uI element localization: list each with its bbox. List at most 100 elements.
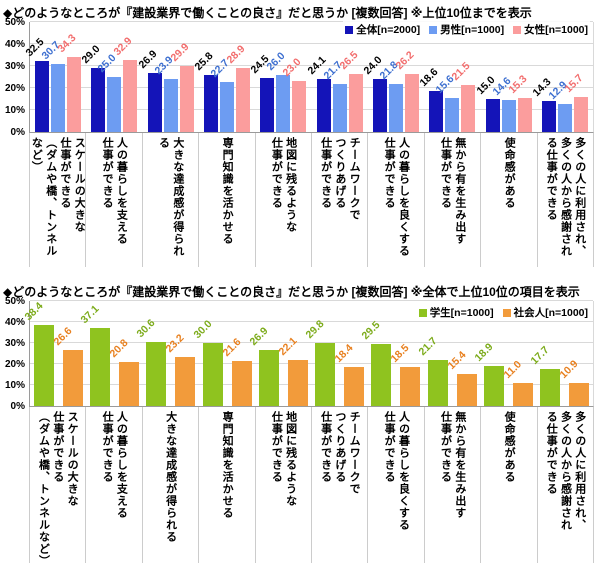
category-label: 地図に残るような 仕事ができる (270, 137, 297, 233)
bar (258, 349, 279, 406)
y-tick-label: 0% (10, 401, 25, 412)
chart-title: ◆どのようなところが『建設業界で働くことの良さ』だと思うか [複数回答] ※全体… (3, 285, 580, 299)
bar-slot: 34.3 (56, 22, 82, 132)
category-label: 使命感がある (503, 411, 516, 483)
chart-body: 0% 10% 20% 30% 40% 50% 32.5 30.7 34.3 29.0 25.0 32.… (0, 17, 600, 267)
bar-slot: 15.7 (562, 22, 588, 132)
bar-slot: 18.9 (473, 301, 505, 406)
bar-group: 24.1 21.7 26.5 (305, 22, 367, 132)
bar-slot: 17.7 (529, 301, 561, 406)
y-axis: 0% 10% 20% 30% 40% 50% (0, 296, 29, 412)
gridline (30, 109, 593, 110)
bar-slot: 15.4 (445, 301, 477, 406)
bar-slot: 21.7 (321, 22, 347, 132)
category-cell: 多くの人に利用され、 多くの人から感謝され る仕事ができる (538, 133, 595, 267)
bar (107, 77, 122, 132)
category-cell: 大きな達成感が得られる (143, 407, 200, 563)
legend-label: 学生[n=1000] (429, 307, 494, 319)
category-label: チームワークで つくりあげる 仕事ができる (319, 411, 361, 495)
bar-group: 29.5 18.5 (360, 301, 424, 406)
y-tick-label: 40% (4, 39, 25, 50)
bar (35, 60, 50, 132)
bar-groups: 32.5 30.7 34.3 29.0 25.0 32.9 26.9 23.9 29.9 25.8… (24, 22, 593, 132)
category-cell: 多くの人に利用され、 多くの人から感謝され る仕事ができる (538, 407, 595, 563)
y-tick-label: 30% (4, 61, 25, 72)
category-label: 専門知識を活かせる (221, 411, 234, 519)
category-label: スケールの大きな 仕事ができる （ダムや橋、トンネルなど） (30, 137, 86, 257)
gridline (30, 87, 593, 88)
bar (147, 72, 162, 132)
plot-row: 0% 10% 20% 30% 40% 50% 38.4 26.6 37.1 20.8 30.6 23.… (0, 296, 600, 412)
category-label: 人の暮らしを支える 仕事ができる (101, 411, 128, 519)
bar-slot: 32.9 (112, 22, 138, 132)
legend-swatch (513, 25, 522, 34)
bar-group: 25.8 22.7 28.9 (193, 22, 255, 132)
category-label: 無から有を生み出す 仕事ができる (439, 137, 466, 245)
category-label: 大きな達成感が得られる (157, 137, 184, 257)
bar-slot: 30.0 (191, 301, 223, 406)
y-tick-label: 20% (4, 359, 25, 370)
bar-group: 24.0 21.8 26.2 (361, 22, 424, 132)
bar-slot: 25.8 (193, 22, 219, 132)
bar-slot: 11.0 (502, 301, 534, 406)
y-tick-label: 40% (4, 317, 25, 328)
category-label: 多くの人に利用され、 多くの人から感謝され る仕事ができる (545, 137, 586, 257)
bar (513, 382, 534, 406)
bar-slot: 15.0 (474, 22, 500, 132)
category-cell: 無から有を生み出す 仕事ができる (425, 407, 482, 563)
legend-item: 全体[n=2000] (345, 22, 420, 37)
legend-item: 女性[n=1000] (513, 22, 588, 37)
category-cell: 人の暮らしを良くする 仕事ができる (368, 133, 425, 267)
bar (332, 84, 347, 132)
bar (445, 97, 460, 132)
chart-title: ◆どのようなところが『建設業界で働くことの良さ』だと思うか [複数回答] ※上位… (3, 6, 532, 20)
bar (371, 344, 392, 406)
bar-slot: 28.9 (225, 22, 251, 132)
bar-slot: 22.7 (209, 22, 235, 132)
bar-slot: 24.5 (249, 22, 275, 132)
bar-slot: 30.6 (135, 301, 167, 406)
legend-swatch (429, 25, 438, 34)
legend-item: 男性[n=1000] (429, 22, 504, 37)
y-tick-label: 10% (4, 380, 25, 391)
bar-slot: 24.0 (361, 22, 387, 132)
category-cell: 使命感がある (481, 407, 538, 563)
bar (344, 367, 365, 406)
bar-slot: 24.1 (305, 22, 331, 132)
bar (484, 366, 505, 406)
category-cell: 使命感がある (481, 133, 538, 267)
bar-group: 30.6 23.2 (135, 301, 199, 406)
bar (163, 79, 178, 132)
bar-value-label: 18.5 (388, 342, 412, 366)
chart-body: 0% 10% 20% 30% 40% 50% 38.4 26.6 37.1 20.8 30.6 23.… (0, 296, 600, 563)
bar-slot: 23.2 (164, 301, 196, 406)
category-label: 多くの人に利用され、 多くの人から感謝され る仕事ができる (545, 411, 586, 531)
bar (231, 360, 252, 406)
bar-value-label: 10.9 (557, 358, 581, 382)
category-cell: 専門知識を活かせる (199, 407, 256, 563)
plot-row: 0% 10% 20% 30% 40% 50% 32.5 30.7 34.3 29.0 25.0 32.… (0, 17, 600, 138)
bar-slot: 15.6 (434, 22, 460, 132)
bar-slot: 20.8 (107, 301, 139, 406)
category-cell: チームワークで つくりあげる 仕事ができる (312, 407, 369, 563)
category-cell: スケールの大きな 仕事ができる （ダムや橋、トンネルなど） (29, 133, 87, 267)
y-axis: 0% 10% 20% 30% 40% 50% (0, 17, 29, 138)
bar-group: 26.9 23.9 29.9 (136, 22, 199, 132)
category-axis: スケールの大きな 仕事ができる （ダムや橋、トンネルなど） 人の暮らしを支える 仕… (29, 407, 595, 563)
y-tick-label: 10% (4, 105, 25, 116)
gridline (30, 342, 593, 343)
bar (404, 74, 419, 132)
bar-value-label: 22.1 (276, 334, 300, 358)
legend-label: 男性[n=1000] (440, 24, 505, 36)
bar-slot: 26.5 (337, 22, 363, 132)
bar-slot: 23.9 (152, 22, 178, 132)
legend-label: 全体[n=2000] (356, 24, 421, 36)
bar-slot: 38.4 (22, 300, 54, 406)
bar (569, 383, 590, 406)
bar-slot: 26.6 (51, 301, 83, 406)
legend-swatch (345, 25, 354, 34)
bar (118, 362, 139, 406)
bar-value-label: 21.6 (220, 335, 243, 359)
bar (175, 357, 196, 406)
bar (260, 78, 275, 132)
